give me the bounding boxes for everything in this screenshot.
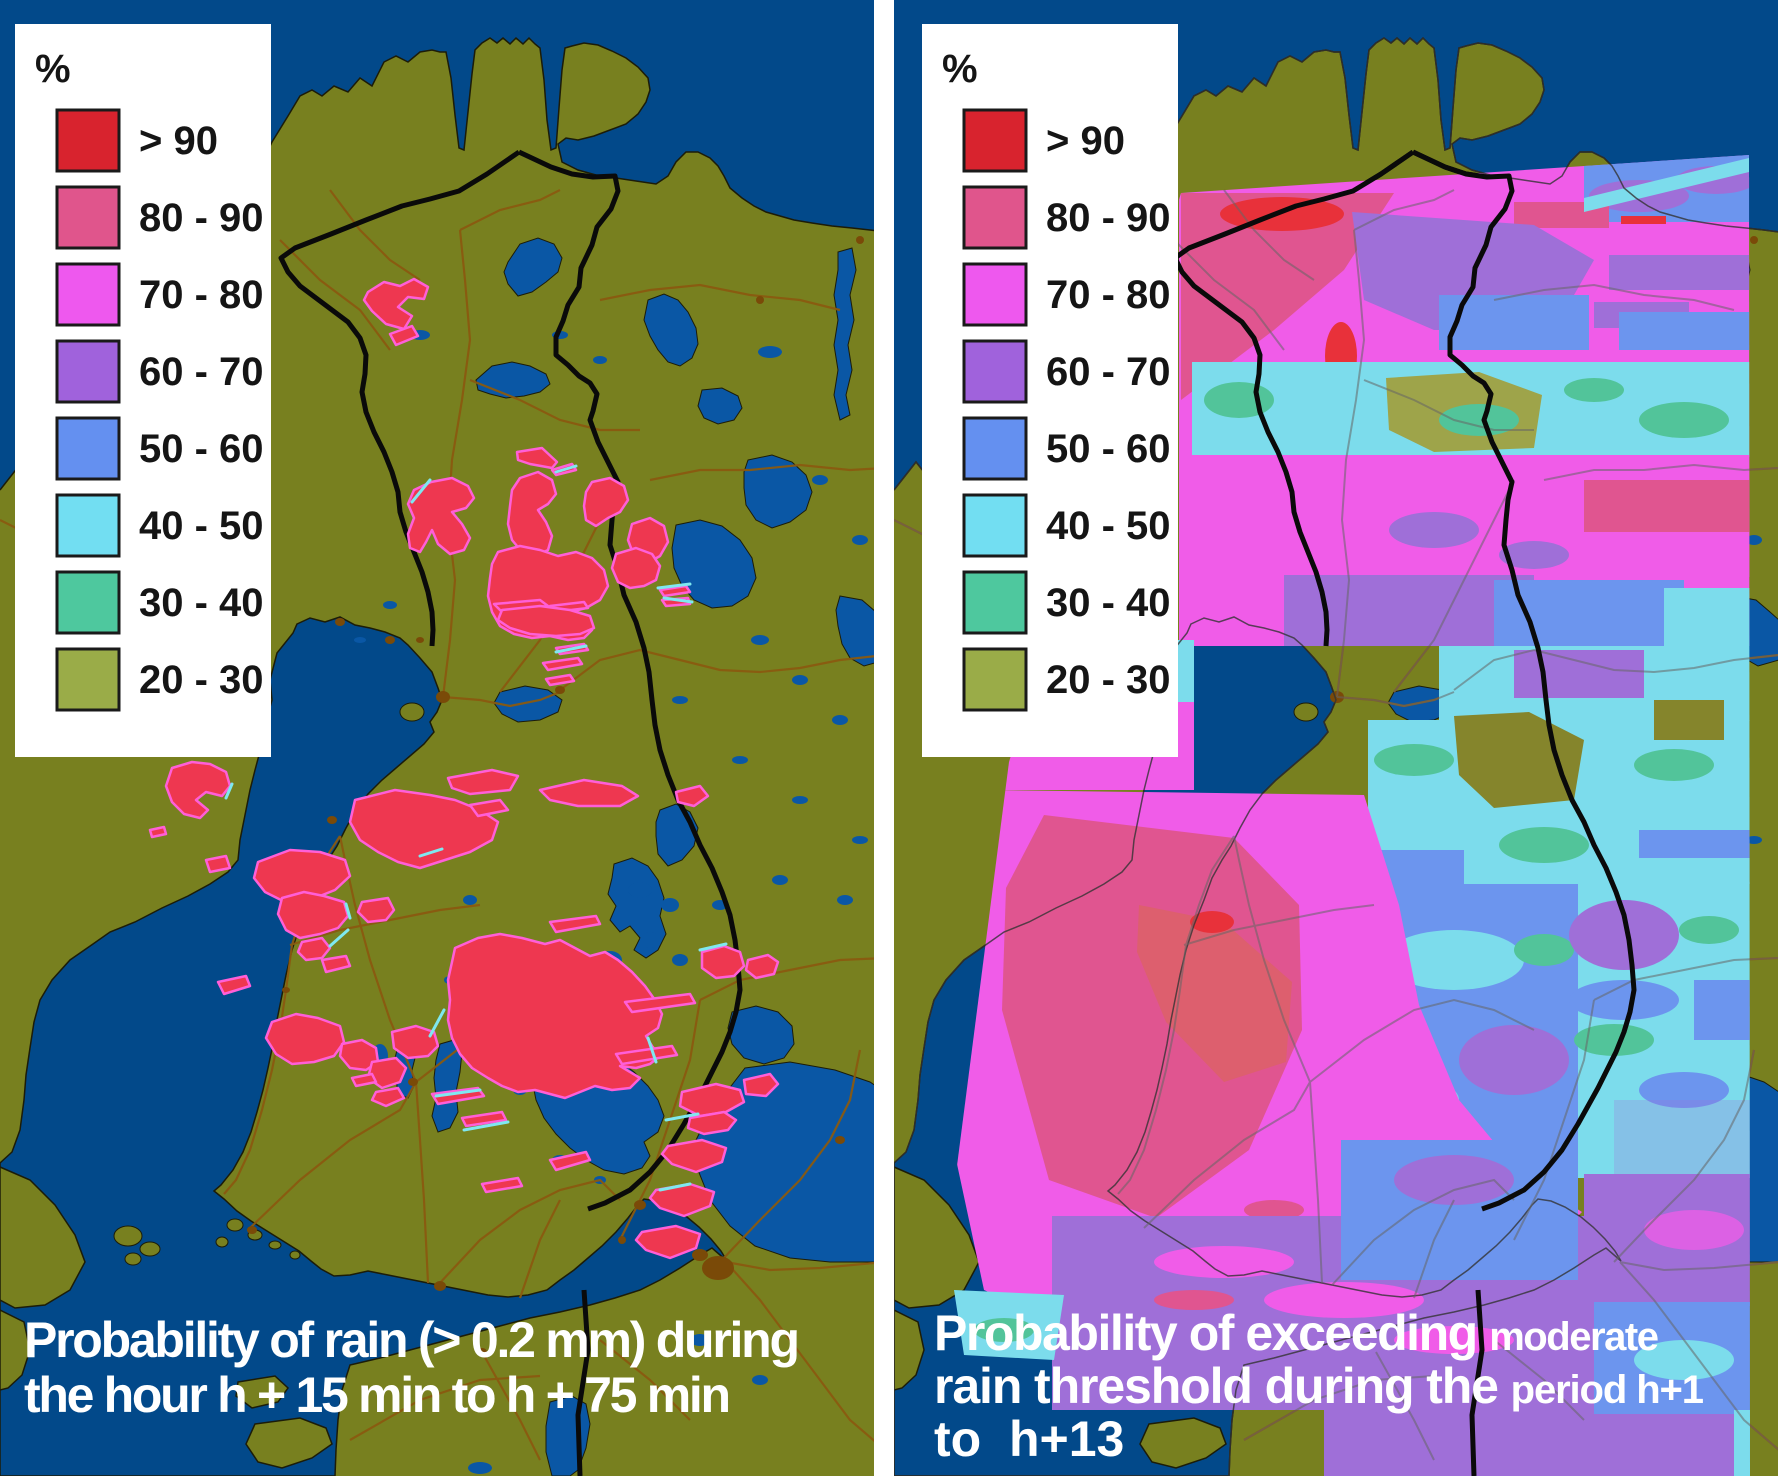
svg-text:40 - 50: 40 - 50 [139, 504, 264, 548]
svg-text:80 - 90: 80 - 90 [139, 196, 264, 240]
svg-text:40 - 50: 40 - 50 [1046, 504, 1171, 548]
svg-text:70 - 80: 70 - 80 [1046, 273, 1171, 317]
svg-text:%: % [942, 47, 978, 91]
svg-text:80 - 90: 80 - 90 [1046, 196, 1171, 240]
svg-text:the hour h + 15 min to h + 75: the hour h + 15 min to h + 75 min [24, 1367, 731, 1423]
svg-text:20 - 30: 20 - 30 [1046, 658, 1171, 702]
svg-text:50 - 60: 50 - 60 [139, 427, 264, 471]
svg-text:> 90: > 90 [139, 119, 218, 163]
svg-text:Probability of exceeding moder: Probability of exceeding moderate [934, 1305, 1659, 1361]
svg-text:30 - 40: 30 - 40 [139, 581, 264, 625]
svg-text:60 - 70: 60 - 70 [1046, 350, 1171, 394]
svg-text:Probability of rain (> 0.2 mm): Probability of rain (> 0.2 mm) during [24, 1312, 800, 1368]
svg-text:50 - 60: 50 - 60 [1046, 427, 1171, 471]
svg-text:20 - 30: 20 - 30 [139, 658, 264, 702]
svg-text:%: % [35, 47, 71, 91]
svg-text:to h+13: to h+13 [934, 1411, 1124, 1467]
svg-text:60 - 70: 60 - 70 [139, 350, 264, 394]
svg-text:30 - 40: 30 - 40 [1046, 581, 1171, 625]
svg-text:rain threshold during the peri: rain threshold during the period h+1 [934, 1358, 1704, 1414]
svg-text:70 - 80: 70 - 80 [139, 273, 264, 317]
svg-text:> 90: > 90 [1046, 119, 1125, 163]
